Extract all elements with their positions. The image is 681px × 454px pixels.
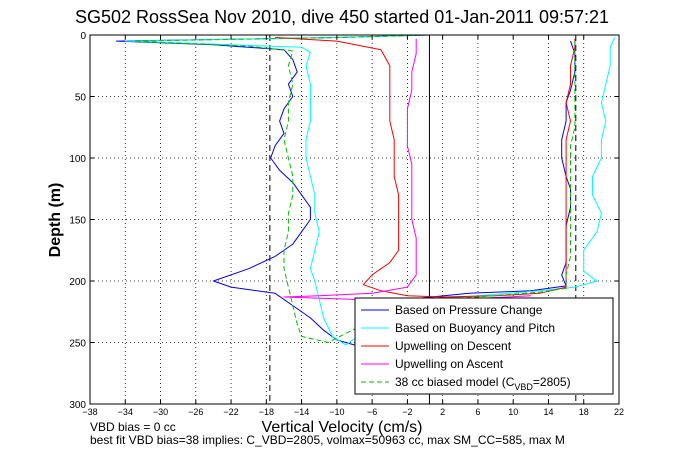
x-tick-label: −30: [153, 407, 168, 417]
x-tick-label: 22: [614, 407, 624, 417]
series-group: [116, 34, 616, 346]
x-axis-ticks: −38 −34 −30 −26 −22 −18 −14 −10 −6 −2 2 6 10 14 18 22: [82, 35, 624, 417]
x-tick-label: 18: [579, 407, 589, 417]
x-axis-label: Vertical Velocity (cm/s): [262, 419, 423, 436]
x-tick-label: −2: [402, 407, 412, 417]
y-axis-ticks: 0 50 100 150 200 250 300: [69, 31, 619, 411]
x-tick-label: 10: [508, 407, 518, 417]
x-tick-label: 14: [543, 407, 553, 417]
x-tick-label: −34: [118, 407, 133, 417]
series-line: [116, 34, 576, 346]
y-tick-label: 150: [69, 216, 86, 227]
y-tick-label: 200: [69, 277, 86, 288]
y-tick-label: 50: [75, 93, 87, 104]
x-tick-label: −10: [329, 407, 344, 417]
series-line: [133, 34, 576, 343]
legend-label: 38 cc biased model (CVBD=2805): [395, 375, 571, 392]
y-axis-label: Depth (m): [47, 183, 64, 258]
x-tick-label: −18: [259, 407, 274, 417]
legend: Based on Pressure Change Based on Buoyanc…: [354, 297, 614, 395]
x-tick-label: −22: [223, 407, 238, 417]
legend-label: Upwelling on Ascent: [395, 357, 504, 371]
series-line: [283, 38, 531, 302]
legend-label: Upwelling on Descent: [395, 339, 512, 353]
y-tick-label: 100: [69, 154, 86, 165]
x-tick-label: −38: [82, 407, 97, 417]
series-line: [124, 34, 616, 346]
note-best-fit: best fit VBD bias=38 implies: C_VBD=2805…: [90, 433, 565, 447]
y-tick-label: 250: [69, 339, 86, 350]
y-tick-label: 0: [80, 31, 86, 42]
legend-box: [354, 297, 614, 395]
x-tick-label: −14: [294, 407, 309, 417]
x-tick-label: 2: [440, 407, 445, 417]
x-tick-label: −26: [188, 407, 203, 417]
x-tick-label: −6: [367, 407, 377, 417]
chart-title: SG502 RossSea Nov 2010, dive 450 started…: [75, 7, 609, 27]
y-tick-label: 300: [69, 400, 86, 411]
note-vbd-bias: VBD bias = 0 cc: [90, 420, 176, 434]
legend-label: Based on Pressure Change: [395, 303, 543, 317]
x-tick-label: 6: [475, 407, 480, 417]
series-line: [275, 37, 576, 298]
legend-label: Based on Buoyancy and Pitch: [395, 321, 555, 335]
